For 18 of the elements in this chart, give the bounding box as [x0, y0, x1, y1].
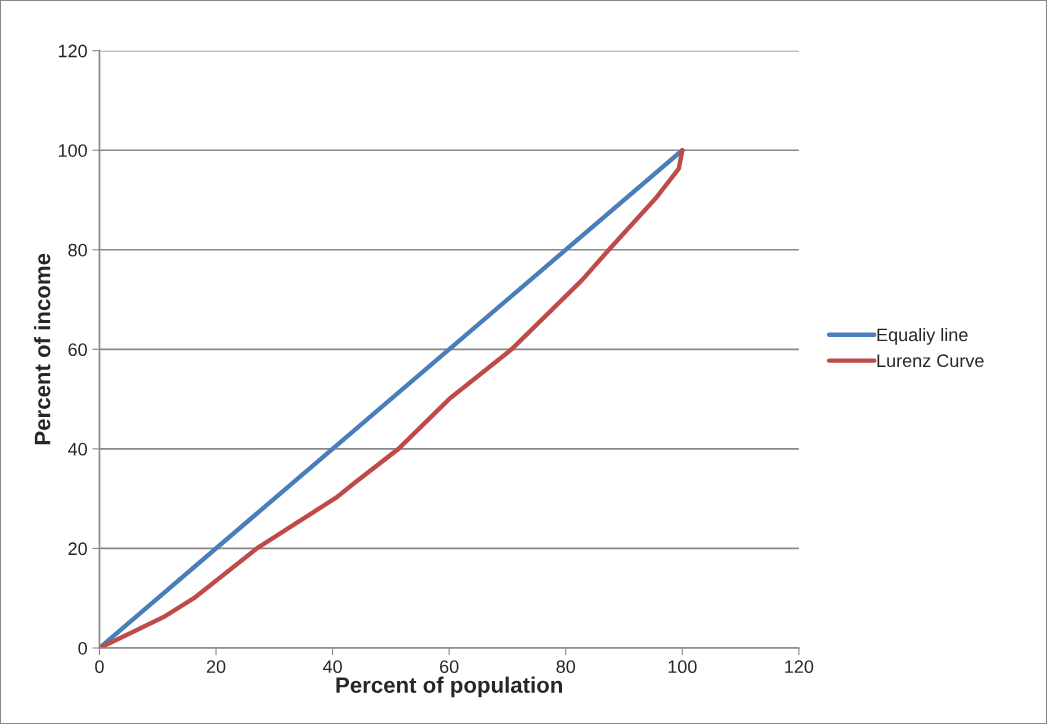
x-tick-label: 60	[440, 660, 459, 674]
x-axis-title: Percent of population	[336, 676, 562, 698]
y-tick-label: 0	[78, 641, 87, 655]
x-tick-label: 100	[668, 660, 697, 674]
y-tick-label: 20	[68, 542, 87, 556]
x-tick-label: 20	[206, 660, 226, 674]
x-tick-label: 0	[95, 660, 104, 674]
y-tick-label: 80	[68, 243, 87, 257]
x-tick-label: 40	[322, 660, 342, 674]
y-tick-label: 120	[58, 44, 87, 58]
y-axis-title: Percent of income	[34, 253, 51, 445]
x-tick-label: 80	[556, 660, 576, 674]
legend-label: Equaliy line	[877, 327, 968, 345]
y-tick-label: 60	[68, 343, 87, 357]
y-tick-label: 40	[67, 442, 87, 456]
y-tick-label: 100	[58, 144, 87, 157]
x-tick-label: 120	[785, 660, 814, 674]
legend-label: Lurenz Curve	[877, 354, 984, 368]
